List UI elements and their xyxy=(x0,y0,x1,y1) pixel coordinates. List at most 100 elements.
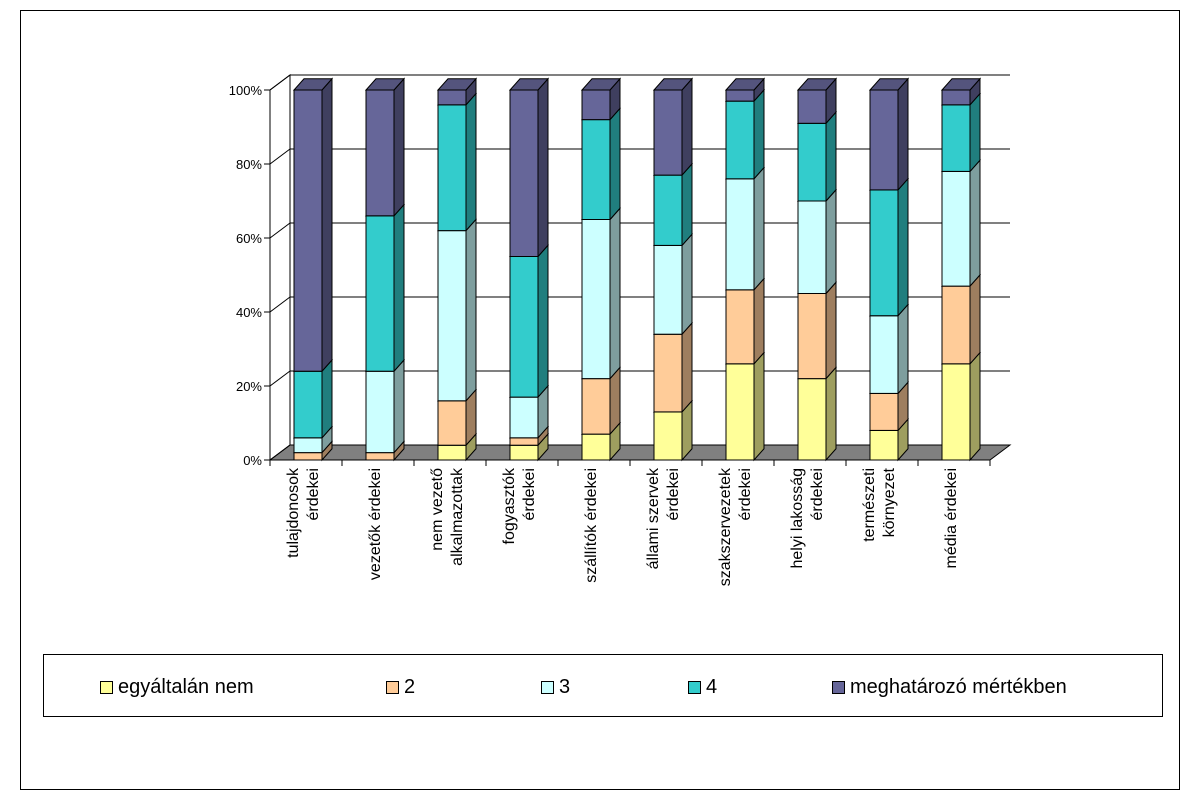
legend-swatch-0 xyxy=(100,680,113,694)
y-tick-label: 80% xyxy=(236,157,262,172)
bar-side-9-series-2 xyxy=(969,158,981,288)
y-tick-label: 20% xyxy=(236,379,262,394)
bar-side-4-series-3 xyxy=(609,107,621,221)
bar-side-3-series-4 xyxy=(537,77,549,258)
x-tick-label-6-1: érdekei xyxy=(737,468,754,520)
x-tick-label-7-1: érdekei xyxy=(809,468,826,520)
bar-5-series-1 xyxy=(653,333,683,413)
bar-2-series-1 xyxy=(437,400,467,446)
legend-label-1: 2 xyxy=(404,675,416,698)
x-tick-label-4-0: szállítók érdekei xyxy=(583,468,600,583)
bar-top-1-series-4 xyxy=(364,78,406,91)
bar-side-7-series-2 xyxy=(825,188,837,295)
y-tick-label: 40% xyxy=(236,305,262,320)
x-tick-label-2-1: alkalmazottak xyxy=(449,467,466,566)
bar-9-series-4 xyxy=(941,89,971,106)
bar-8-series-0 xyxy=(869,429,899,461)
bar-0-series-4 xyxy=(293,89,323,372)
bar-3-series-2 xyxy=(509,396,539,439)
bar-6-series-1 xyxy=(725,289,755,365)
bar-3-series-1 xyxy=(509,437,539,446)
bar-top-9-series-4 xyxy=(940,78,982,91)
bar-top-2-series-4 xyxy=(436,78,478,91)
chart-frame xyxy=(20,10,1180,790)
legend-item-4: meghatározó mértékben xyxy=(832,675,1067,699)
legend-item-3: 4 xyxy=(688,675,717,699)
bar-9-series-1 xyxy=(941,285,971,365)
bar-9-series-0 xyxy=(941,363,971,461)
bar-0-series-3 xyxy=(293,370,323,439)
y-tick-label: 0% xyxy=(243,453,262,468)
bar-1-series-2 xyxy=(365,370,395,454)
bar-side-1-series-2 xyxy=(393,358,405,454)
bar-side-9-series-3 xyxy=(969,92,981,173)
bar-top-8-series-4 xyxy=(868,78,910,91)
x-tick-label-3-0: fogyasztók xyxy=(501,467,518,544)
gridline-side xyxy=(269,222,291,239)
bar-9-series-2 xyxy=(941,170,971,287)
bar-5-series-3 xyxy=(653,174,683,246)
bar-top-3-series-4 xyxy=(508,78,550,91)
bar-6-series-3 xyxy=(725,100,755,180)
legend-label-0: egyáltalán nem xyxy=(118,675,254,698)
bar-7-series-1 xyxy=(797,293,827,380)
bar-2-series-2 xyxy=(437,230,467,402)
y-tick-label: 60% xyxy=(236,231,262,246)
legend-label-4: meghatározó mértékben xyxy=(850,675,1067,698)
x-tick-label-3-1: érdekei xyxy=(521,468,538,520)
gridline-side xyxy=(269,370,291,387)
y-tick-label: 100% xyxy=(229,83,263,98)
bar-8-series-2 xyxy=(869,315,899,394)
x-tick-label-7-0: helyi lakosság xyxy=(789,468,806,569)
bar-0-series-1 xyxy=(293,452,323,461)
bar-side-5-series-4 xyxy=(681,77,693,177)
bar-8-series-3 xyxy=(869,189,899,317)
bar-7-series-2 xyxy=(797,200,827,294)
bar-1-series-4 xyxy=(365,89,395,217)
gridline-side xyxy=(269,74,291,91)
bar-7-series-3 xyxy=(797,122,827,202)
chart-side-wall xyxy=(269,74,291,461)
bar-8-series-4 xyxy=(869,89,899,191)
bar-6-series-4 xyxy=(725,89,755,102)
bar-side-2-series-3 xyxy=(465,92,477,232)
legend-swatch-4 xyxy=(832,680,845,694)
bar-3-series-0 xyxy=(509,444,539,461)
bar-3-series-4 xyxy=(509,89,539,257)
bar-3-series-3 xyxy=(509,256,539,398)
bar-side-5-series-2 xyxy=(681,232,693,336)
bar-side-7-series-1 xyxy=(825,280,837,380)
x-tick-label-0-1: érdekei xyxy=(305,468,322,520)
legend-swatch-2 xyxy=(541,680,554,694)
x-tick-label-5-0: állami szervek xyxy=(645,467,662,569)
legend-item-2: 3 xyxy=(541,675,570,699)
bar-9-series-3 xyxy=(941,104,971,172)
bar-1-series-1 xyxy=(365,452,395,461)
bar-side-0-series-4 xyxy=(321,77,333,373)
bar-side-5-series-3 xyxy=(681,162,693,247)
bar-4-series-0 xyxy=(581,433,611,461)
bar-side-8-series-2 xyxy=(897,303,909,395)
x-tick-label-8-0: természeti xyxy=(861,468,878,542)
legend-item-0: egyáltalán nem xyxy=(100,675,254,699)
x-tick-label-2-0: nem vezető xyxy=(429,468,446,551)
x-tick-label-1-0: vezetők érdekei xyxy=(367,468,384,580)
x-tick-label-0-0: tulajdonosok xyxy=(285,467,302,558)
bar-4-series-1 xyxy=(581,378,611,435)
legend-swatch-3 xyxy=(688,680,701,694)
bar-top-0-series-4 xyxy=(292,78,334,91)
bar-6-series-2 xyxy=(725,178,755,291)
bar-side-7-series-3 xyxy=(825,110,837,203)
bar-side-7-series-0 xyxy=(825,366,837,462)
bar-1-series-3 xyxy=(365,215,395,372)
legend: egyáltalán nem 2 3 4 meghatározó mértékb… xyxy=(43,654,1163,717)
bar-5-series-0 xyxy=(653,411,683,461)
bar-7-series-0 xyxy=(797,378,827,461)
bar-side-6-series-1 xyxy=(753,277,765,366)
gridline-side xyxy=(269,444,291,461)
bar-side-3-series-3 xyxy=(537,243,549,399)
bar-side-9-series-0 xyxy=(969,351,981,462)
bar-top-7-series-4 xyxy=(796,78,838,91)
x-tick-label-6-0: szakszervezetek xyxy=(717,467,734,586)
